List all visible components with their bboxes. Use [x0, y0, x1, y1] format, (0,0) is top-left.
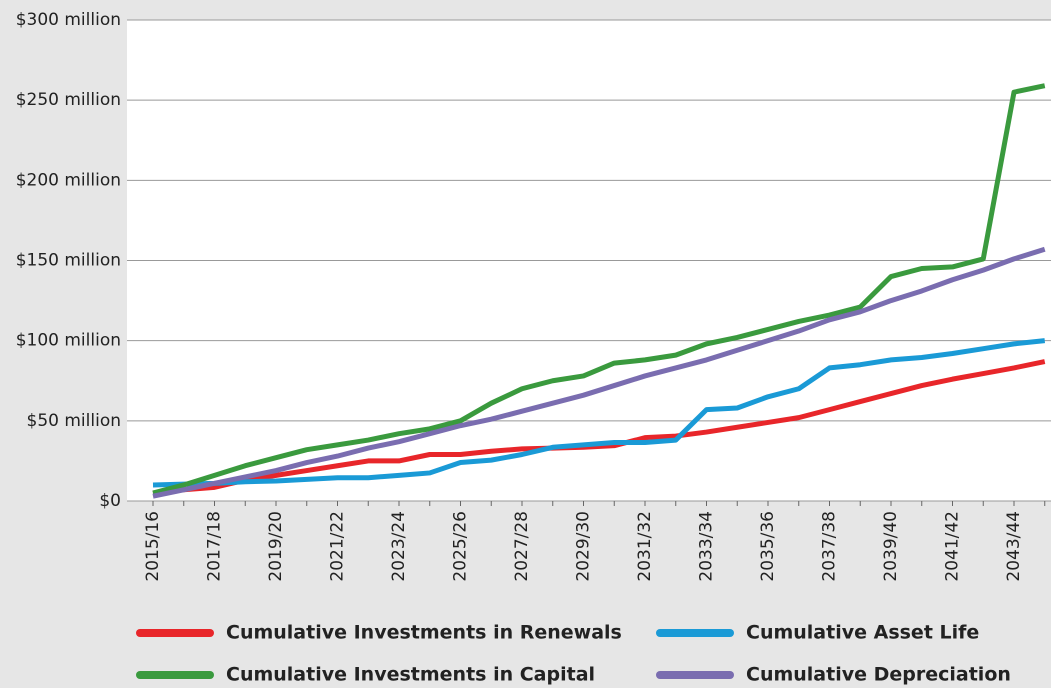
series-line — [152, 83, 1046, 496]
y-tick-label: $300 million — [16, 10, 121, 30]
series-line — [152, 338, 1046, 488]
x-tick-label: 2033/34 — [697, 511, 717, 582]
x-tick-label: 2035/36 — [758, 511, 778, 582]
x-tick-label: 2015/16 — [143, 511, 163, 582]
x-tick-label: 2027/28 — [512, 511, 532, 582]
y-tick-label: $100 million — [16, 331, 121, 351]
series-line — [152, 359, 1046, 496]
x-tick-label: 2031/32 — [635, 511, 655, 582]
x-tick-label: 2041/42 — [943, 511, 963, 582]
x-tick-label: 2017/18 — [205, 511, 225, 582]
legend-label: Cumulative Asset Life — [746, 622, 979, 644]
y-tick-label: $200 million — [16, 170, 121, 190]
x-tick-label: 2037/38 — [820, 511, 840, 582]
legend-label: Cumulative Investments in Capital — [226, 664, 595, 686]
y-tick-label: $150 million — [16, 251, 121, 271]
x-tick-label: 2043/44 — [1004, 511, 1024, 582]
series-line — [152, 246, 1046, 499]
x-tick-label: 2023/24 — [389, 511, 409, 582]
x-tick-label: 2019/20 — [266, 511, 286, 582]
y-tick-label: $250 million — [16, 90, 121, 110]
legend-label: Cumulative Investments in Renewals — [226, 622, 622, 644]
x-tick-label: 2021/22 — [328, 511, 348, 582]
x-tick-label: 2025/26 — [451, 511, 471, 582]
y-tick-label: $50 million — [27, 411, 121, 431]
x-tick-label: 2039/40 — [881, 511, 901, 582]
y-tick-label: $0 — [99, 491, 121, 511]
legend-label: Cumulative Depreciation — [746, 664, 1011, 686]
x-tick-label: 2029/30 — [574, 511, 594, 582]
